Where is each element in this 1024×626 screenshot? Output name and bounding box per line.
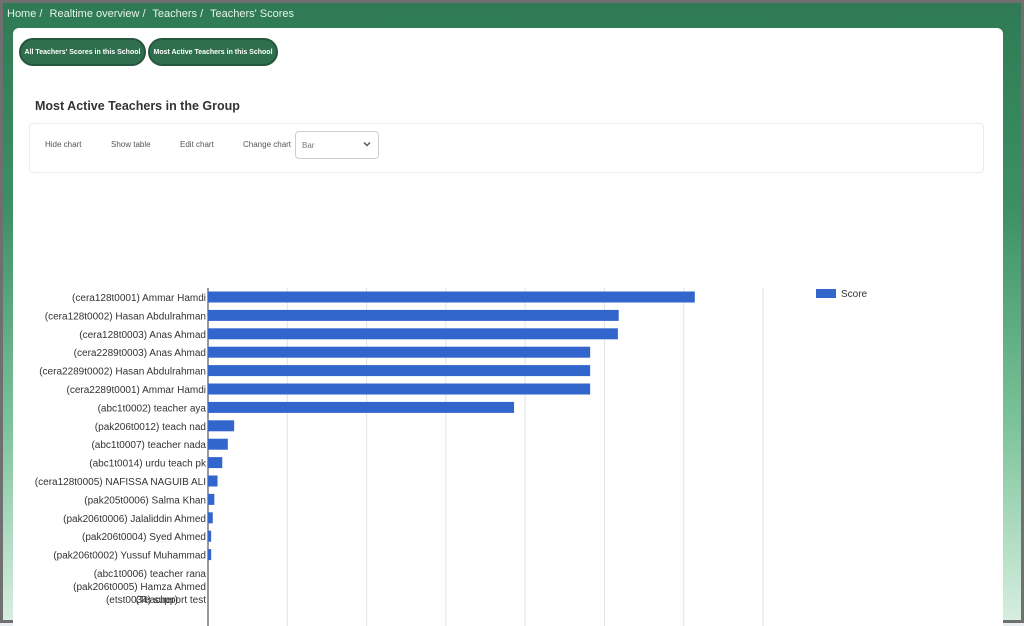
legend-swatch xyxy=(816,289,836,298)
bar[interactable] xyxy=(208,291,695,303)
y-tick-label: (pak206t0012) teach nad xyxy=(95,422,206,433)
bar[interactable] xyxy=(208,438,228,450)
y-tick-label: (cera128t0001) Ammar Hamdi xyxy=(72,293,206,304)
legend-label: Score xyxy=(841,289,868,300)
y-tick-label: (pak205t0006) Salma Khan xyxy=(84,495,206,506)
bar-chart: (cera128t0001) Ammar Hamdi (cera128t0002)… xyxy=(35,288,868,626)
y-tick-label: (cera128t0005) NAFISSA NAGUIB ALI xyxy=(35,477,206,488)
bar[interactable] xyxy=(208,346,591,358)
y-tick-label: (abc1t0002) teacher aya xyxy=(98,403,207,414)
breadcrumb-teachers-scores: Teachers' Scores xyxy=(209,8,295,20)
change-chart-label: Change chart xyxy=(243,140,292,149)
y-tick-label: (pak206t0006) Jalaliddin Ahmed xyxy=(63,514,206,525)
breadcrumb-home[interactable]: Home / xyxy=(7,8,43,20)
bar[interactable] xyxy=(208,549,212,561)
edit-chart-link[interactable]: Edit chart xyxy=(180,140,214,149)
hide-chart-link[interactable]: Hide chart xyxy=(45,140,82,149)
y-tick-label: (pak206t0005) Hamza Ahmed (Teacher) xyxy=(73,582,206,606)
y-tick-label: (abc1t0014) urdu teach pk xyxy=(89,459,207,470)
bar[interactable] xyxy=(208,401,515,413)
bar[interactable] xyxy=(208,475,218,487)
y-tick-label: (cera128t0003) Anas Ahmad xyxy=(79,330,206,341)
y-tick-label: (etst0034) support test xyxy=(106,595,206,606)
y-tick-label: (cera2289t0002) Hasan Abdulrahman xyxy=(39,367,206,378)
y-tick-label: (cera128t0002) Hasan Abdulrahman xyxy=(45,311,206,322)
bar[interactable] xyxy=(208,420,235,432)
chevron-down-icon xyxy=(363,142,371,147)
y-tick-label: (pak206t0004) Syed Ahmed xyxy=(82,532,206,543)
main-card: All Teachers' Scores in this School Most… xyxy=(13,28,1003,626)
chart-toolbar: Hide chart Show table Edit chart Change … xyxy=(29,123,984,173)
y-tick-label: (cera2289t0001) Ammar Hamdi xyxy=(66,385,206,396)
section-title: Most Active Teachers in the Group xyxy=(35,99,240,113)
bar[interactable] xyxy=(208,530,212,542)
bar[interactable] xyxy=(208,457,223,469)
bar[interactable] xyxy=(208,493,215,505)
chart-type-select[interactable]: Bar xyxy=(295,131,379,159)
y-tick-label: (cera2289t0003) Anas Ahmad xyxy=(74,348,206,359)
y-tick-label: (abc1t0006) teacher rana xyxy=(94,569,207,580)
show-table-link[interactable]: Show table xyxy=(111,140,151,149)
bar[interactable] xyxy=(208,512,213,524)
y-tick-label: (abc1t0007) teacher nada xyxy=(91,440,206,451)
bar[interactable] xyxy=(208,309,619,321)
most-active-teachers-button[interactable]: Most Active Teachers in this School xyxy=(148,38,278,66)
bar[interactable] xyxy=(208,383,591,395)
breadcrumb-teachers[interactable]: Teachers / xyxy=(152,8,204,20)
bar[interactable] xyxy=(208,365,591,377)
chart-type-value: Bar xyxy=(302,141,315,150)
breadcrumb: Home / Realtime overview / Teachers / Te… xyxy=(7,8,298,20)
all-teachers-scores-button[interactable]: All Teachers' Scores in this School xyxy=(19,38,146,66)
bar[interactable] xyxy=(208,328,618,340)
breadcrumb-realtime-overview[interactable]: Realtime overview / xyxy=(49,8,146,20)
y-tick-label: (pak206t0002) Yussuf Muhammad xyxy=(53,551,206,562)
